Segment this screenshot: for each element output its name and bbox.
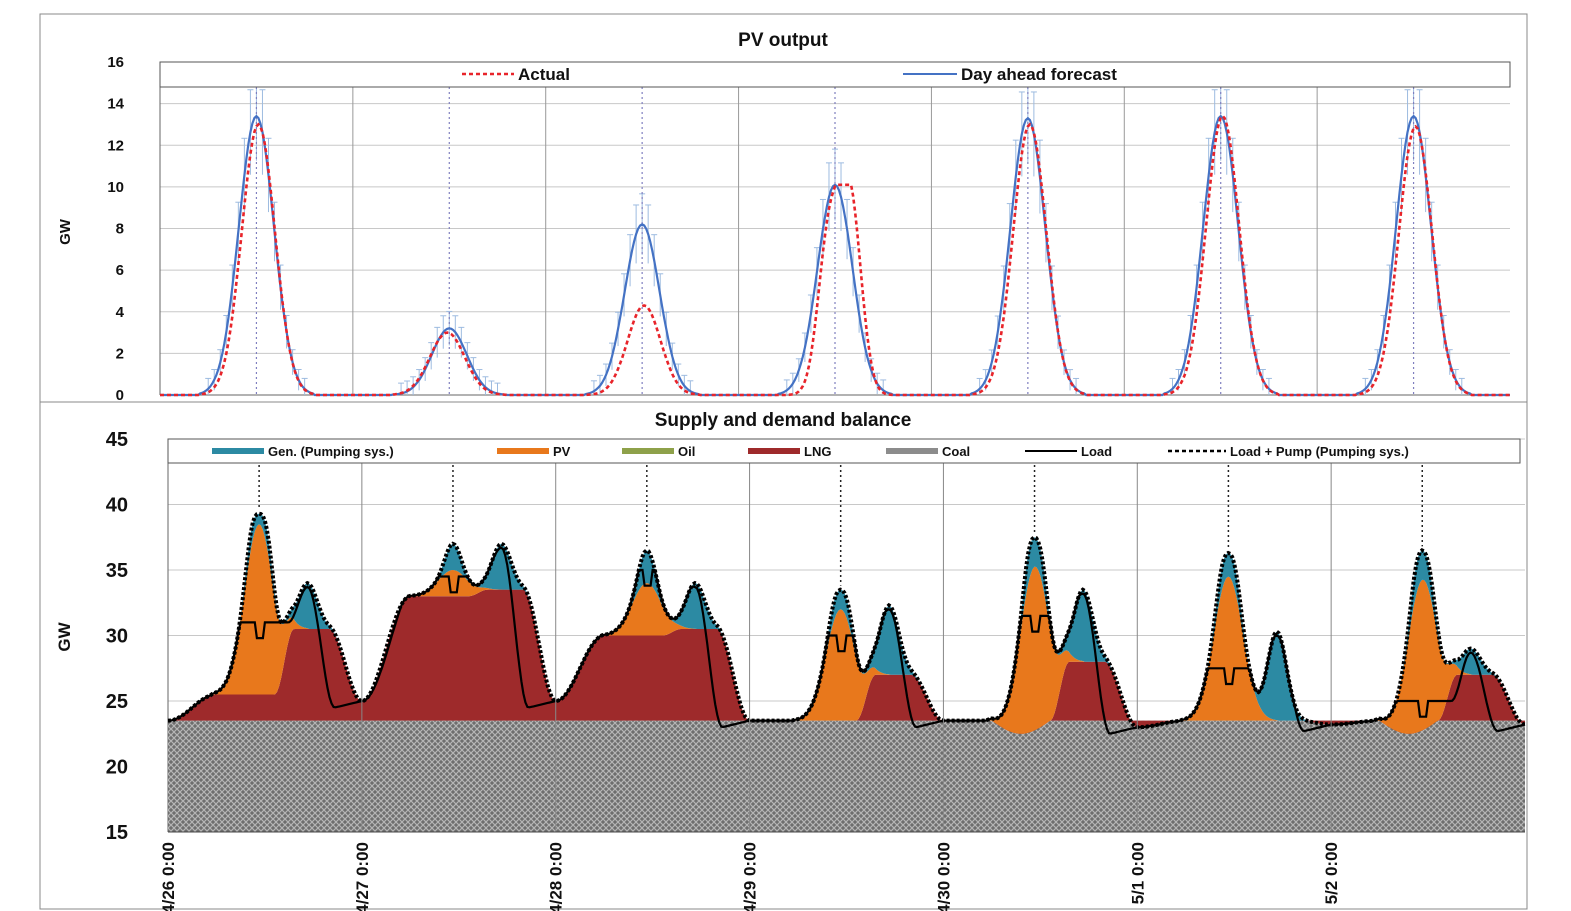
tick-label-y: 25 — [106, 691, 128, 713]
supply-noon-marker-lines — [258, 465, 1424, 586]
tick-label-y: 12 — [107, 137, 124, 154]
area-pv — [168, 524, 1525, 734]
legend-swatch — [886, 448, 938, 454]
tick-label-y: 20 — [106, 757, 128, 779]
legend-label: PV — [553, 444, 571, 459]
y-axis-label-pv: GW — [57, 218, 74, 245]
series-line-load — [167, 546, 1526, 735]
tick-label-x: 4/29 0:00 — [741, 842, 760, 911]
tick-label-y: 10 — [107, 179, 124, 196]
tick-label-y: 8 — [116, 221, 124, 238]
legend-swatch — [622, 448, 674, 454]
tick-label-y: 15 — [106, 822, 128, 844]
legend-box-pv — [159, 61, 1511, 88]
tick-label-y: 35 — [106, 560, 128, 582]
legend-swatch — [212, 448, 264, 454]
legend-swatch — [497, 448, 549, 454]
chart-title-supply-demand: Supply and demand balance — [655, 410, 912, 431]
tick-label-y: 4 — [116, 304, 125, 321]
legend-label: Oil — [678, 444, 695, 459]
tick-label-y: 14 — [107, 96, 124, 113]
tick-label-y: 0 — [116, 387, 124, 404]
legend-pv-output: Actual Day ahead forecast — [159, 61, 1511, 88]
chart-title-pv-output: PV output — [738, 30, 828, 51]
tick-label-x: 4/30 0:00 — [934, 842, 953, 911]
pv-noon-marker-lines — [255, 87, 1415, 395]
tick-label-x: 4/27 0:00 — [353, 842, 372, 911]
tick-label-x: 5/1 0:00 — [1128, 842, 1147, 904]
supply-day-separators — [168, 463, 1525, 833]
tick-label-y: 16 — [107, 54, 124, 71]
pv-output-y-ticks: 0 2 4 6 8 10 12 14 16 — [107, 54, 124, 404]
tick-label-y: 2 — [116, 345, 124, 362]
bottom-panel-frame — [39, 401, 1528, 910]
tick-label-x: 4/26 0:00 — [159, 842, 178, 911]
tick-label-y: 40 — [106, 495, 128, 517]
tick-label-y: 45 — [106, 429, 128, 451]
series-line-actual — [160, 114, 1510, 397]
supply-demand-x-ticks: 4/26 0:00 4/27 0:00 4/28 0:00 4/29 0:00 4/30… — [159, 842, 1341, 911]
legend-label: Coal — [942, 444, 970, 459]
area-coal — [168, 720, 1525, 832]
legend-label: Gen. (Pumping sys.) — [268, 444, 394, 459]
legend-box-supply — [167, 438, 1521, 464]
legend-label: Load — [1081, 444, 1112, 459]
series-line-load-plus-pump — [167, 511, 1526, 730]
tick-label-y: 30 — [106, 626, 128, 648]
legend-swatch — [748, 448, 800, 454]
legend-label: LNG — [804, 444, 831, 459]
legend-label-actual: Actual — [518, 65, 570, 84]
tick-label-y: 6 — [116, 262, 124, 279]
y-axis-label-supply: GW — [55, 621, 74, 651]
legend-label-forecast: Day ahead forecast — [961, 65, 1117, 84]
area-lng — [168, 589, 1525, 734]
tick-label-x: 4/28 0:00 — [547, 842, 566, 911]
legend-label: Load + Pump (Pumping sys.) — [1230, 444, 1409, 459]
legend-supply-demand: Gen. (Pumping sys.) PV Oil LNG Coal Load Load … — [167, 438, 1521, 464]
tick-label-x: 5/2 0:00 — [1322, 842, 1341, 904]
supply-demand-y-ticks: 15 20 25 30 35 40 45 — [106, 429, 128, 844]
